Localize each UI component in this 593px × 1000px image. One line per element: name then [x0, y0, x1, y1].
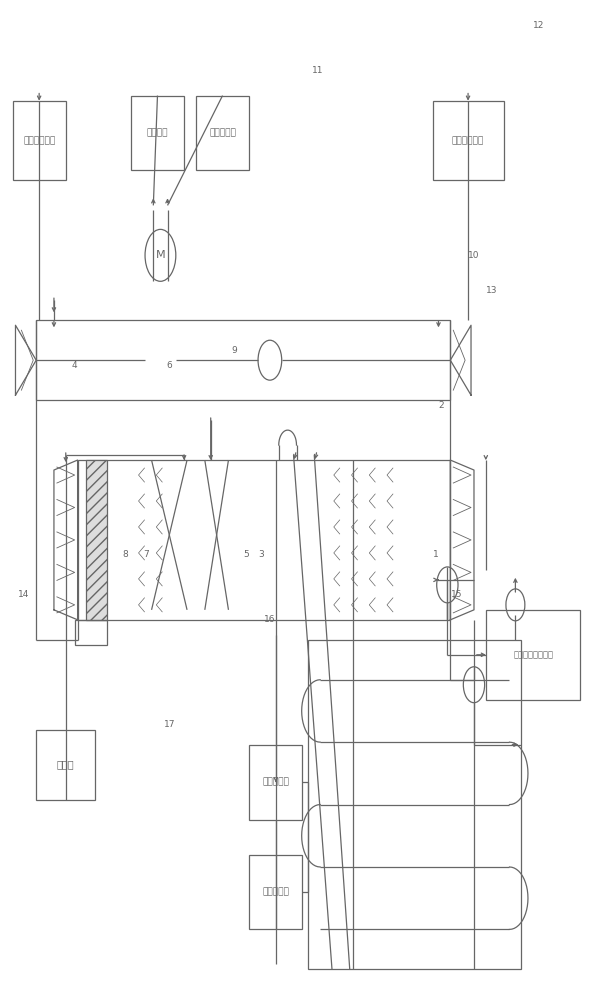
Bar [87, 460, 107, 620]
Bar [75, 620, 107, 645]
Bar [308, 640, 521, 969]
Bar [249, 745, 302, 820]
Text: 8: 8 [122, 550, 128, 559]
Text: 4: 4 [72, 361, 78, 370]
Circle shape [145, 229, 176, 281]
Circle shape [506, 589, 525, 621]
Text: 干烟气去烟囱: 干烟气去烟囱 [23, 136, 55, 145]
Bar [36, 320, 450, 400]
Bar [36, 730, 95, 800]
Bar [196, 96, 249, 170]
Text: 5: 5 [243, 550, 249, 559]
Text: 2: 2 [439, 401, 444, 410]
Bar [432, 101, 503, 180]
Text: 13: 13 [486, 286, 498, 295]
Text: 15: 15 [451, 590, 462, 599]
Circle shape [463, 667, 484, 703]
Text: 蒸汽冷凝液: 蒸汽冷凝液 [209, 129, 236, 138]
Text: 未处理原烟气: 未处理原烟气 [452, 136, 484, 145]
Circle shape [258, 340, 282, 380]
Text: 1: 1 [433, 550, 438, 559]
Bar [78, 460, 450, 620]
Bar [131, 96, 184, 170]
Circle shape [436, 567, 458, 603]
Bar [12, 101, 66, 180]
Text: 饱和蒸汽: 饱和蒸汽 [146, 129, 168, 138]
Text: 9: 9 [231, 346, 237, 355]
Text: 工艺水: 工艺水 [57, 760, 75, 770]
Text: 14: 14 [17, 590, 29, 599]
Text: 11: 11 [311, 66, 323, 75]
Text: 6: 6 [167, 361, 172, 370]
Text: 17: 17 [164, 720, 175, 729]
Bar [486, 610, 581, 700]
Text: 循环水回水: 循环水回水 [262, 778, 289, 787]
Text: 循环水上水: 循环水上水 [262, 887, 289, 896]
Text: 去废水水处理系统: 去废水水处理系统 [513, 650, 553, 659]
Text: 10: 10 [468, 251, 480, 260]
Bar [249, 855, 302, 929]
Text: 3: 3 [258, 550, 264, 559]
Text: 7: 7 [143, 550, 148, 559]
Text: M: M [155, 250, 165, 260]
Text: 12: 12 [533, 21, 545, 30]
Text: 16: 16 [264, 615, 276, 624]
